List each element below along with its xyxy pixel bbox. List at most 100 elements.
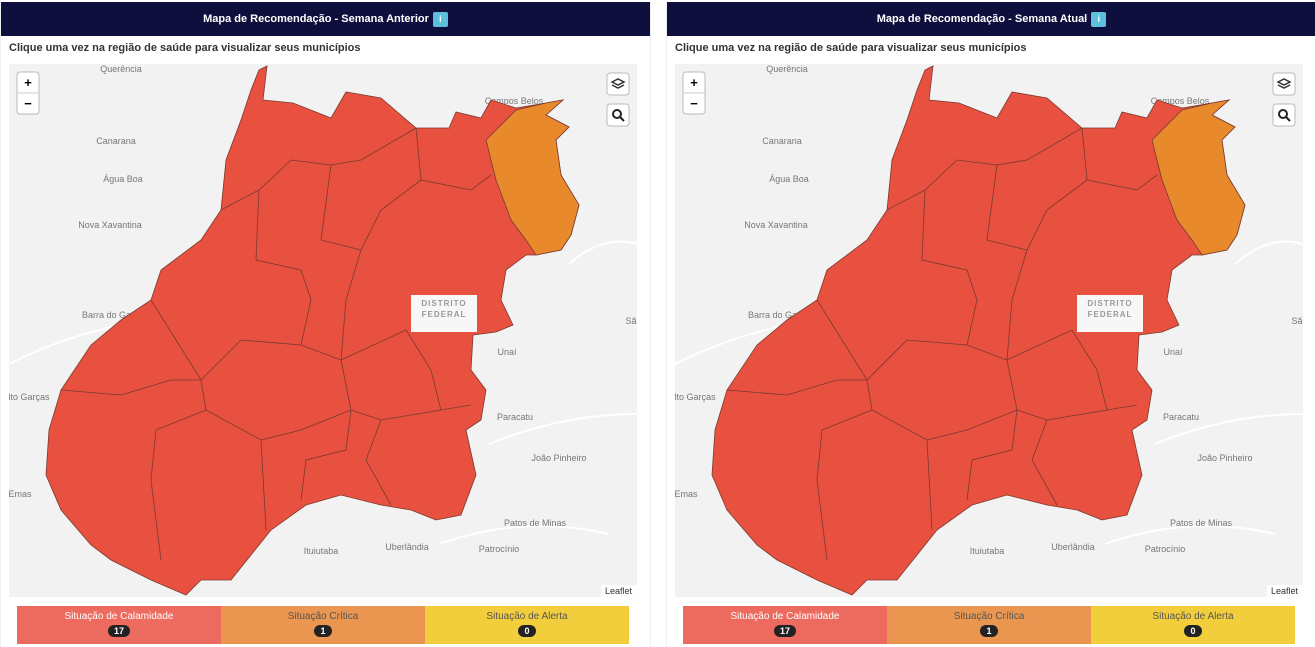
- region-border: [921, 189, 978, 346]
- search-button[interactable]: [606, 103, 630, 127]
- map-place-label: João Pinheiro: [531, 453, 586, 463]
- zoom-control: +−: [682, 71, 706, 115]
- map-place-label: Patrocínio: [479, 544, 520, 554]
- region-border: [726, 379, 867, 396]
- map[interactable]: Querência Campos Belos Canarana Água Boa Nov…: [9, 64, 637, 597]
- map-place-label: Barra do Garças: [82, 310, 149, 320]
- map-place-label: Uberlândia: [385, 542, 429, 552]
- region-critica[interactable]: [485, 99, 580, 256]
- district-federal: [411, 295, 477, 332]
- legend-count: 17: [773, 625, 796, 637]
- map-place-label: Paracatu: [1163, 412, 1199, 422]
- region-border: [1106, 404, 1138, 411]
- map-place-label: Emas: [675, 489, 698, 499]
- legend-label: Situação de Calamidade: [64, 611, 174, 622]
- road: [438, 525, 610, 545]
- zoom-out[interactable]: −: [690, 96, 698, 111]
- map-place-label: Sã: [1291, 316, 1302, 326]
- legend-label: Situação Crítica: [287, 611, 359, 622]
- legend-label: Situação de Calamidade: [730, 611, 840, 622]
- legend-count: 17: [107, 625, 130, 637]
- legend-count: 0: [1184, 625, 1202, 637]
- info-button[interactable]: i: [1091, 11, 1107, 27]
- map-panel: Mapa de Recomendação - Semana Atual i Cliq…: [666, 2, 1315, 647]
- region-calamidade[interactable]: [711, 65, 1246, 596]
- panel-header: Mapa de Recomendação - Semana Anterior i: [1, 2, 650, 36]
- region-border: [1006, 249, 1028, 361]
- region-border: [300, 409, 352, 501]
- road: [1104, 525, 1276, 545]
- legend-label: Situação de Alerta: [486, 611, 568, 622]
- layers-icon: [610, 78, 626, 89]
- map-place-label: Querência: [100, 64, 142, 74]
- map-place-label: Patos de Minas: [504, 518, 567, 528]
- map-place-label: Nova Xavantina: [744, 220, 808, 230]
- zoom-out[interactable]: −: [24, 96, 32, 111]
- legend-label: Situação Crítica: [953, 611, 1025, 622]
- map-place-label: Barra do Garças: [748, 310, 815, 320]
- legend-count: 0: [518, 625, 536, 637]
- panel-title: Mapa de Recomendação - Semana Atual: [876, 13, 1088, 25]
- map-panel: Mapa de Recomendação - Semana Anterior i C…: [0, 2, 651, 647]
- legend-item: Situação Crítica 1: [221, 606, 425, 644]
- map-place-label: Paracatu: [497, 412, 533, 422]
- region-border: [150, 299, 302, 381]
- road: [568, 240, 637, 265]
- legend-item: Situação de Alerta 0: [425, 606, 629, 644]
- attribution: Leaflet: [605, 586, 633, 596]
- region-border: [1031, 419, 1058, 506]
- road: [488, 413, 637, 445]
- search-handle: [619, 116, 625, 122]
- region-border: [966, 409, 1018, 501]
- search-button[interactable]: [1272, 103, 1296, 127]
- map-place-label: Emas: [9, 489, 32, 499]
- map-place-label: Nova Xavantina: [78, 220, 142, 230]
- map-place-label: João Pinheiro: [1197, 453, 1252, 463]
- region-border: [340, 249, 362, 361]
- instruction-text: Clique uma vez na região de saúde para v…: [9, 42, 361, 54]
- region-border: [816, 379, 873, 561]
- map-place-label: Ituiutaba: [304, 546, 339, 556]
- region-border: [415, 127, 492, 191]
- legend-item: Situação de Calamidade 17: [17, 606, 221, 644]
- district-label: DISTRITO: [421, 299, 466, 308]
- instruction-text: Clique uma vez na região de saúde para v…: [675, 42, 1027, 54]
- layers-button[interactable]: [606, 72, 630, 96]
- legend-count: 1: [980, 625, 998, 637]
- region-border: [255, 189, 312, 346]
- layers-icon: [1276, 78, 1292, 89]
- map-place-label: Canarana: [762, 136, 802, 146]
- region-calamidade[interactable]: [45, 65, 580, 596]
- legend: Situação de Calamidade 17 Situação Crítica…: [17, 606, 629, 644]
- region-border: [1081, 127, 1158, 191]
- region-border: [365, 419, 392, 506]
- attribution-box: [1267, 585, 1303, 597]
- zoom-control: +−: [16, 71, 40, 115]
- region-border: [60, 379, 201, 396]
- map-place-label: Ituiutaba: [970, 546, 1005, 556]
- map-place-label: Unaí: [497, 347, 517, 357]
- region-border: [886, 127, 1083, 211]
- map-place-label: Campos Belos: [485, 96, 544, 106]
- panel-header: Mapa de Recomendação - Semana Atual i: [667, 2, 1315, 36]
- district-federal: [1077, 295, 1143, 332]
- map-place-label: Patrocínio: [1145, 544, 1186, 554]
- map-place-label: Sã: [625, 316, 636, 326]
- map-place-label: Uberlândia: [1051, 542, 1095, 552]
- zoom-in[interactable]: +: [24, 75, 32, 90]
- region-border: [220, 127, 417, 211]
- attribution: Leaflet: [1271, 586, 1299, 596]
- region-border: [1006, 329, 1108, 421]
- legend-item: Situação de Alerta 0: [1091, 606, 1295, 644]
- zoom-in[interactable]: +: [690, 75, 698, 90]
- map-place-label: Unaí: [1163, 347, 1183, 357]
- map-place-label: Patos de Minas: [1170, 518, 1233, 528]
- attribution-box: [601, 585, 637, 597]
- map-place-label: Querência: [766, 64, 808, 74]
- map[interactable]: Querência Campos Belos Canarana Água Boa Nov…: [675, 64, 1303, 597]
- info-button[interactable]: i: [432, 11, 448, 27]
- layers-button[interactable]: [1272, 72, 1296, 96]
- district-label: FEDERAL: [422, 310, 467, 319]
- region-critica[interactable]: [1151, 99, 1246, 256]
